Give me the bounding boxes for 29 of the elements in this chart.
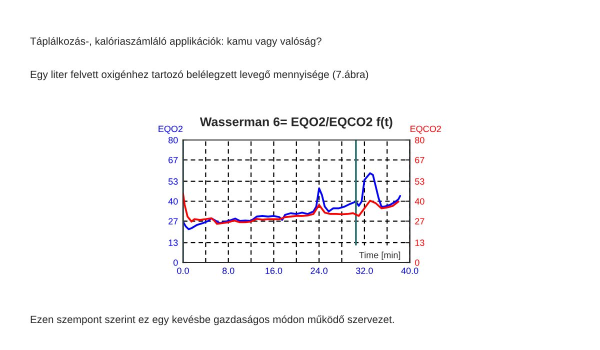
x-tick-label: 16.0 — [266, 268, 282, 274]
x-tick-label: 0.0 — [177, 268, 189, 274]
y2-tick-label: 53 — [415, 178, 424, 185]
x-tick-label: 24.0 — [310, 268, 328, 274]
y-tick-label: 67 — [168, 156, 178, 164]
line-series — [183, 172, 402, 230]
y2-axis-title: EQCO2 — [410, 126, 441, 134]
x-axis-title: Time [min] — [359, 252, 400, 260]
y-tick-label: 40 — [168, 198, 178, 205]
y2-tick-label: 40 — [414, 198, 424, 205]
x-tick-label: 8.0 — [222, 268, 234, 274]
y2-tick-label: 27 — [415, 218, 424, 224]
y2-tick-label: 13 — [415, 240, 424, 246]
x-tick-label: 32.0 — [356, 268, 373, 274]
y-tick-label: 80 — [168, 136, 178, 144]
text: Egy liter felvett oxigénhez tartozó belélegzett levegő mennyisége (7.ábra) — [30, 70, 368, 80]
y2-tick-label: 0 — [415, 259, 420, 266]
y-tick-label: 27 — [168, 218, 178, 224]
x-tick-label: 40.0 — [401, 268, 418, 274]
text: Ezen szempont szerint ez egy kevésbe gazdaságos módon működő szervezet. — [30, 315, 394, 326]
y-tick-label: 53 — [168, 178, 178, 185]
text: Táplálkozás-, kalóriaszámláló applikációk: kamu vagy valóság? — [30, 37, 322, 47]
y2-tick-label: 80 — [415, 136, 424, 144]
y-tick-label: 13 — [168, 240, 178, 246]
chart-title: Wasserman 6= EQO2/EQCO2 f(t) — [200, 117, 392, 129]
y-axis-title: EQO2 — [158, 126, 183, 134]
y-tick-label: 0 — [173, 259, 178, 266]
line-series — [183, 192, 400, 225]
y2-tick-label: 67 — [415, 156, 424, 164]
